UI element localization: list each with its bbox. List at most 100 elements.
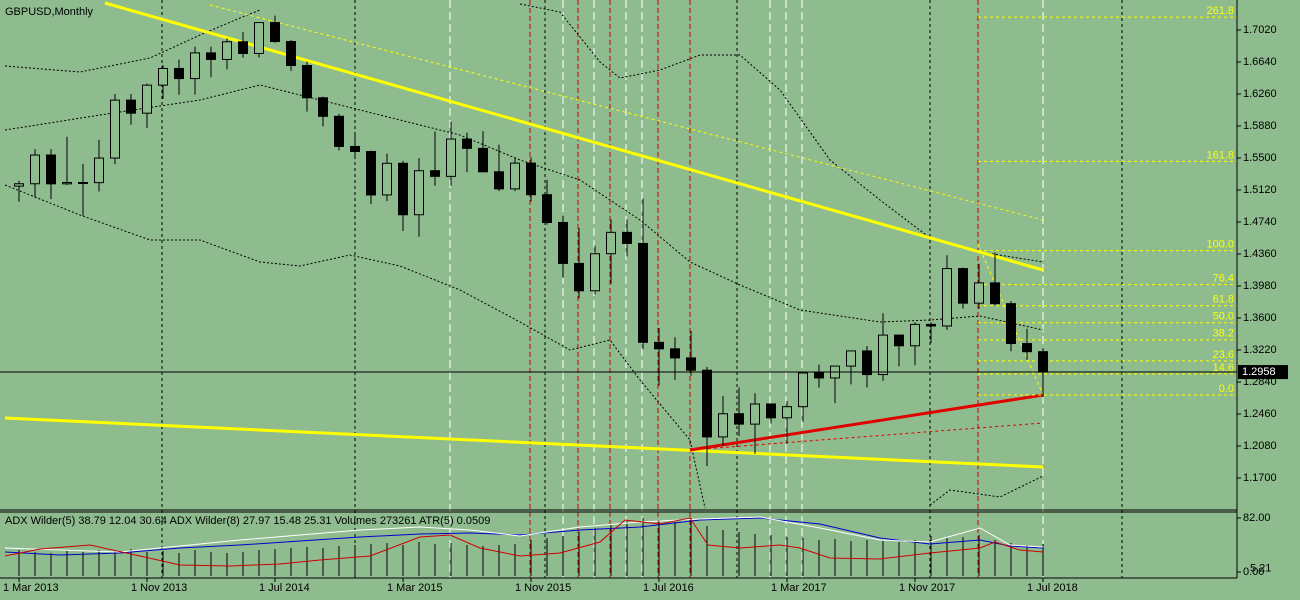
candle-body [750,403,760,425]
x-tick-label: 1 Mar 2017 [771,582,827,594]
y-tick-label: 1.5500 [1243,152,1277,164]
candle-body [526,162,536,196]
y-tick-label: 1.5880 [1243,120,1277,132]
fib-label: 161.8 [1206,149,1234,161]
candle-body [30,154,40,185]
candle-body [190,52,200,80]
y-tick-label: 1.3980 [1243,280,1277,292]
chart-title: GBPUSD,Monthly [5,6,94,18]
y-tick-label: 1.7020 [1243,24,1277,36]
indicator-legend: ADX Wilder(5) 38.79 12.04 30.64 ADX Wild… [5,515,490,527]
x-tick-label: 1 Mar 2015 [387,582,443,594]
indicator-tick-label: 82.00 [1243,512,1271,524]
fib-label: 38.2 [1213,328,1234,340]
candle-body [478,147,488,173]
candle-body [206,52,216,60]
y-tick-label: 1.2080 [1243,440,1277,452]
candle-body [46,154,56,185]
current-price-box [1238,365,1288,380]
current-price-label: 1.2958 [1242,366,1276,378]
fib-label: 23.6 [1213,349,1234,361]
candle-body [510,162,520,190]
candle-body [430,170,440,177]
y-tick-label: 1.6260 [1243,88,1277,100]
candle-body [846,350,856,367]
candle-body [606,231,616,255]
time-grid [161,0,1123,578]
candle-body [654,341,664,350]
x-tick-label: 1 Nov 2017 [899,582,955,594]
candle-body [590,253,600,292]
candle-body [222,41,232,60]
candle-body [734,413,744,425]
x-tick-label: 1 Jul 2014 [259,582,310,594]
fib-label: 50.0 [1213,311,1234,323]
candle-body [718,413,728,438]
candle-body [1006,303,1016,345]
x-tick-label: 1 Nov 2015 [515,582,571,594]
y-tick-label: 1.5120 [1243,184,1277,196]
bollinger-bands [4,3,1044,509]
candle-body [414,170,424,216]
fib-label: 76.4 [1213,273,1234,285]
candle-body [494,171,504,190]
candle-body [318,97,328,117]
candle-body [14,183,24,187]
y-tick-label: 1.4740 [1243,216,1277,228]
candle-body [286,41,296,67]
indicator-tick-label: 0.00 [1243,566,1264,578]
candle-body [638,242,648,343]
candle-body [270,22,280,43]
candle-body [782,406,792,419]
candle-body [334,115,344,147]
candle-body [302,65,312,99]
candle-body [542,194,552,223]
candle-body [974,282,984,304]
x-tick-label: 1 Nov 2013 [131,582,187,594]
fib-label: 61.8 [1213,294,1234,306]
candle-body [94,157,104,184]
candle-body [574,262,584,292]
candle-body [990,282,1000,305]
candle-body [670,348,680,359]
candle-body [158,67,168,86]
candle-body [446,138,456,177]
candles [14,15,1048,467]
candle-body [942,268,952,327]
fib-label: 14.6 [1213,362,1234,374]
candle-body [814,372,824,379]
fib-label: 100.0 [1206,239,1234,251]
y-tick-label: 1.1700 [1243,472,1277,484]
candle-body [558,221,568,264]
y-tick-label: 1.6640 [1243,56,1277,68]
candle-body [62,181,72,185]
candle-body [862,350,872,376]
candle-body [702,369,712,438]
candle-body [126,99,136,114]
candle-body [254,22,264,54]
candle-body [238,41,248,54]
candle-body [766,403,776,419]
candle-body [398,162,408,216]
y-tick-label: 1.4360 [1243,248,1277,260]
candle-body [798,372,808,408]
candle-body [622,231,632,244]
indicator-marker: 5.21 [1250,562,1271,574]
x-tick-label: 1 Jul 2016 [643,582,694,594]
candle-body [1038,351,1048,373]
candle-body [926,323,936,327]
y-tick-label: 1.3220 [1243,344,1277,356]
indicator-panel [4,516,1044,576]
candle-body [382,162,392,196]
event-lines-red [529,0,979,578]
fibonacci: 261.8 161.8 100.0 76.4 61.8 50.0 38.2 23.614.6 0… [978,5,1237,396]
fib-label: 261.8 [1206,5,1234,17]
x-tick-label: 1 Jul 2018 [1027,582,1078,594]
frame [0,0,1238,579]
candle-body [78,181,88,184]
candle-body [686,357,696,371]
y-tick-label: 1.2460 [1243,408,1277,420]
